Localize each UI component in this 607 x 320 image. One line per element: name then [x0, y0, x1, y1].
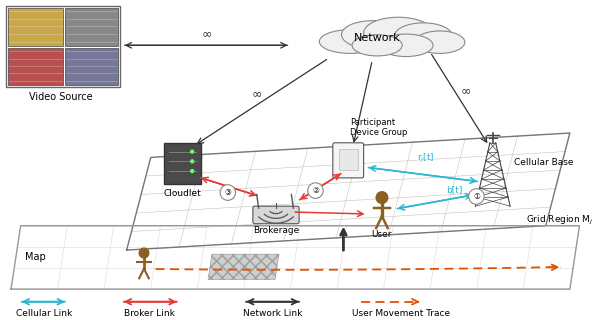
Text: Brokerage: Brokerage	[253, 226, 299, 235]
Text: Network Link: Network Link	[243, 308, 303, 317]
Circle shape	[376, 192, 388, 204]
FancyBboxPatch shape	[6, 6, 120, 87]
Ellipse shape	[364, 17, 433, 48]
Ellipse shape	[319, 30, 381, 53]
Text: ∞: ∞	[251, 88, 262, 100]
Text: ∞: ∞	[202, 28, 212, 40]
FancyBboxPatch shape	[8, 48, 63, 85]
Text: ∞: ∞	[461, 84, 471, 98]
Text: Broker Link: Broker Link	[124, 308, 175, 317]
FancyBboxPatch shape	[339, 149, 358, 170]
Polygon shape	[208, 254, 279, 280]
Text: User: User	[371, 229, 392, 239]
Text: Network: Network	[354, 34, 401, 44]
Circle shape	[191, 150, 194, 153]
Text: ①: ①	[473, 192, 480, 201]
FancyBboxPatch shape	[65, 48, 118, 85]
Circle shape	[469, 188, 484, 204]
Text: ③: ③	[225, 188, 231, 197]
FancyBboxPatch shape	[164, 143, 201, 184]
Text: Participant
Device Group: Participant Device Group	[350, 117, 407, 137]
Text: User Movement Trace: User Movement Trace	[352, 308, 450, 317]
Circle shape	[308, 183, 323, 198]
FancyBboxPatch shape	[253, 206, 299, 224]
Text: Video Source: Video Source	[29, 92, 93, 102]
Text: Cellular Link: Cellular Link	[16, 308, 72, 317]
Ellipse shape	[352, 35, 402, 56]
Circle shape	[139, 248, 149, 258]
Circle shape	[191, 160, 194, 163]
Ellipse shape	[395, 23, 452, 49]
Circle shape	[191, 170, 194, 172]
Text: b[t]: b[t]	[447, 186, 463, 195]
Text: Map: Map	[25, 252, 46, 262]
Ellipse shape	[379, 34, 433, 57]
Ellipse shape	[415, 31, 465, 53]
Ellipse shape	[342, 21, 403, 49]
Text: ②: ②	[312, 186, 319, 195]
Text: Grid Region M$_j$: Grid Region M$_j$	[526, 214, 594, 228]
Text: r$_j$[t]: r$_j$[t]	[416, 152, 434, 165]
Text: Cellular Base: Cellular Base	[514, 158, 574, 167]
FancyBboxPatch shape	[333, 143, 364, 178]
FancyBboxPatch shape	[65, 8, 118, 46]
FancyBboxPatch shape	[8, 8, 63, 46]
Text: Cloudlet: Cloudlet	[164, 188, 202, 198]
Circle shape	[220, 185, 236, 200]
